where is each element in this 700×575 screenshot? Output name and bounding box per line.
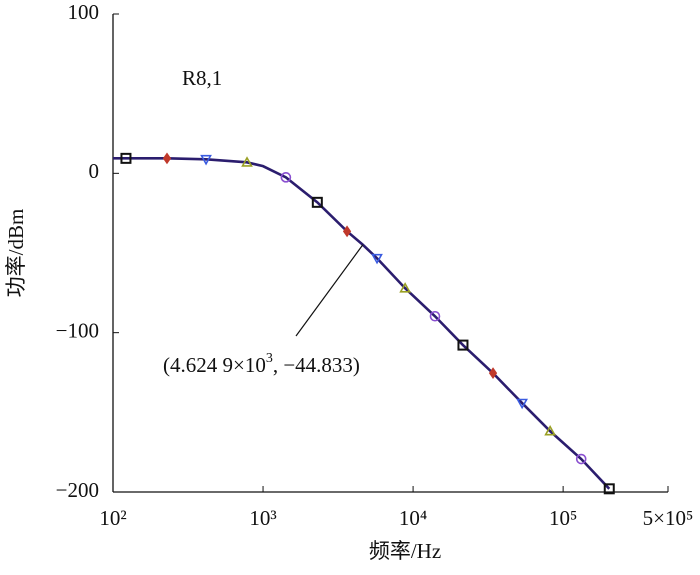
annotation-text: (4.624 9×103, −44.833) (163, 351, 360, 377)
annotation-text-part: 3 (266, 351, 273, 366)
annotation-text-part: , −44.833) (273, 353, 360, 377)
curve-label: R8,1 (182, 66, 222, 90)
marker (544, 424, 556, 436)
marker (162, 152, 172, 165)
x-tick-label: 10⁴ (399, 506, 427, 530)
marker (516, 398, 528, 410)
marker (575, 453, 587, 465)
annotation-leader (295, 244, 364, 337)
marker (311, 196, 323, 208)
x-axis-label: 频率/Hz (369, 539, 441, 563)
marker (488, 367, 498, 380)
y-tick-label: −200 (56, 478, 99, 502)
marker (120, 152, 132, 164)
y-axis-label: 功率/dBm (4, 209, 28, 298)
y-tick-label: −100 (56, 318, 99, 342)
annotation-text-part: (4.624 9×10 (163, 353, 266, 377)
y-tick-label: 0 (89, 159, 100, 183)
x-tick-label: 10⁵ (549, 506, 577, 530)
x-tick-label: 5×10⁵ (643, 506, 694, 530)
marker (399, 282, 411, 293)
marker (280, 172, 292, 183)
marker (342, 225, 352, 238)
y-tick-label: 100 (68, 0, 100, 24)
marker (457, 339, 469, 351)
marker (371, 253, 383, 265)
marker (429, 310, 441, 322)
marker (200, 154, 212, 166)
x-tick-label: 10² (99, 506, 126, 530)
marker (603, 483, 615, 495)
line (113, 157, 611, 490)
x-tick-label: 10³ (249, 506, 276, 530)
marker (241, 156, 253, 167)
